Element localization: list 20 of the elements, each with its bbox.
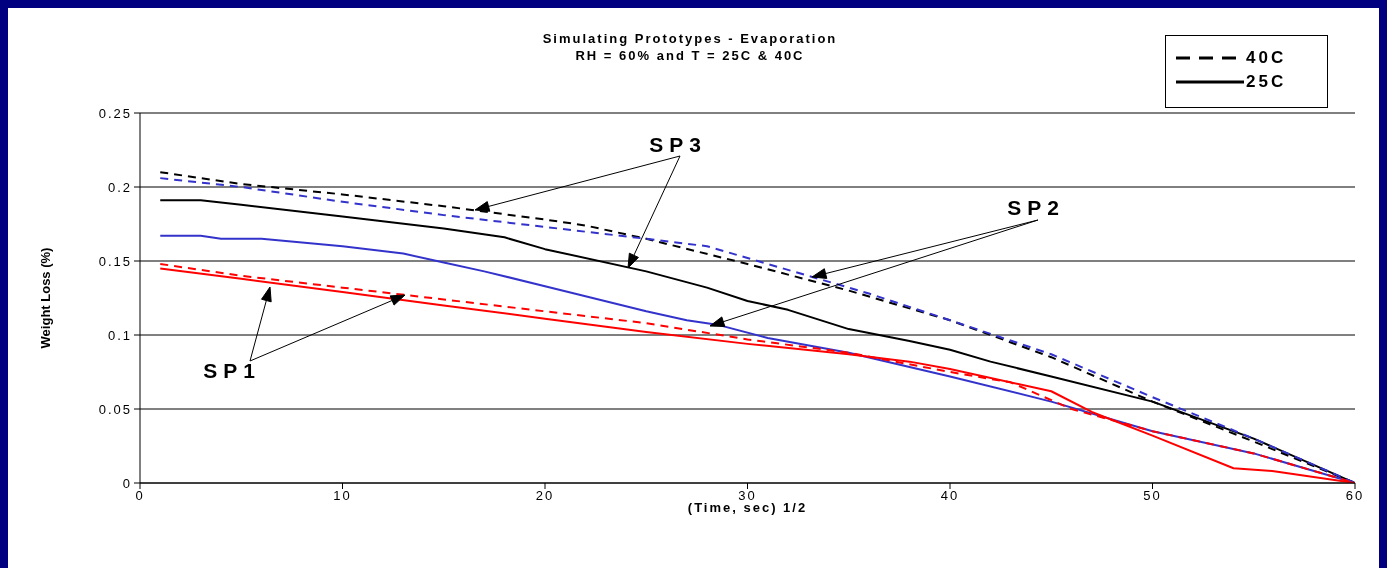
legend-label: 25C (1246, 72, 1287, 92)
annotation: SP2 (1007, 196, 1065, 219)
x-tick-label: 40 (940, 488, 960, 504)
y-tick-label: 0.25 (98, 105, 132, 121)
x-tick-label: 20 (535, 488, 555, 504)
y-tick-label: 0.05 (98, 401, 132, 417)
y-axis-title: Weight Loss (%) (37, 247, 53, 349)
chart-subtitle: RH = 60% and T = 25C & 40C (574, 47, 806, 64)
chart-title: Simulating Prototypes - Evaporation (541, 30, 839, 47)
annotation: SP3 (649, 133, 707, 156)
legend-label: 40C (1246, 48, 1287, 68)
x-tick-label: 10 (333, 488, 352, 504)
annotation: SP1 (203, 359, 261, 382)
x-tick-label: 0 (135, 488, 145, 504)
y-tick-label: 0.15 (98, 253, 132, 269)
y-tick-label: 0.2 (107, 179, 132, 195)
y-tick-label: 0.1 (107, 327, 132, 343)
x-tick-label: 50 (1143, 488, 1162, 504)
y-tick-label: 0 (122, 475, 132, 491)
x-tick-label: 60 (1345, 488, 1365, 504)
